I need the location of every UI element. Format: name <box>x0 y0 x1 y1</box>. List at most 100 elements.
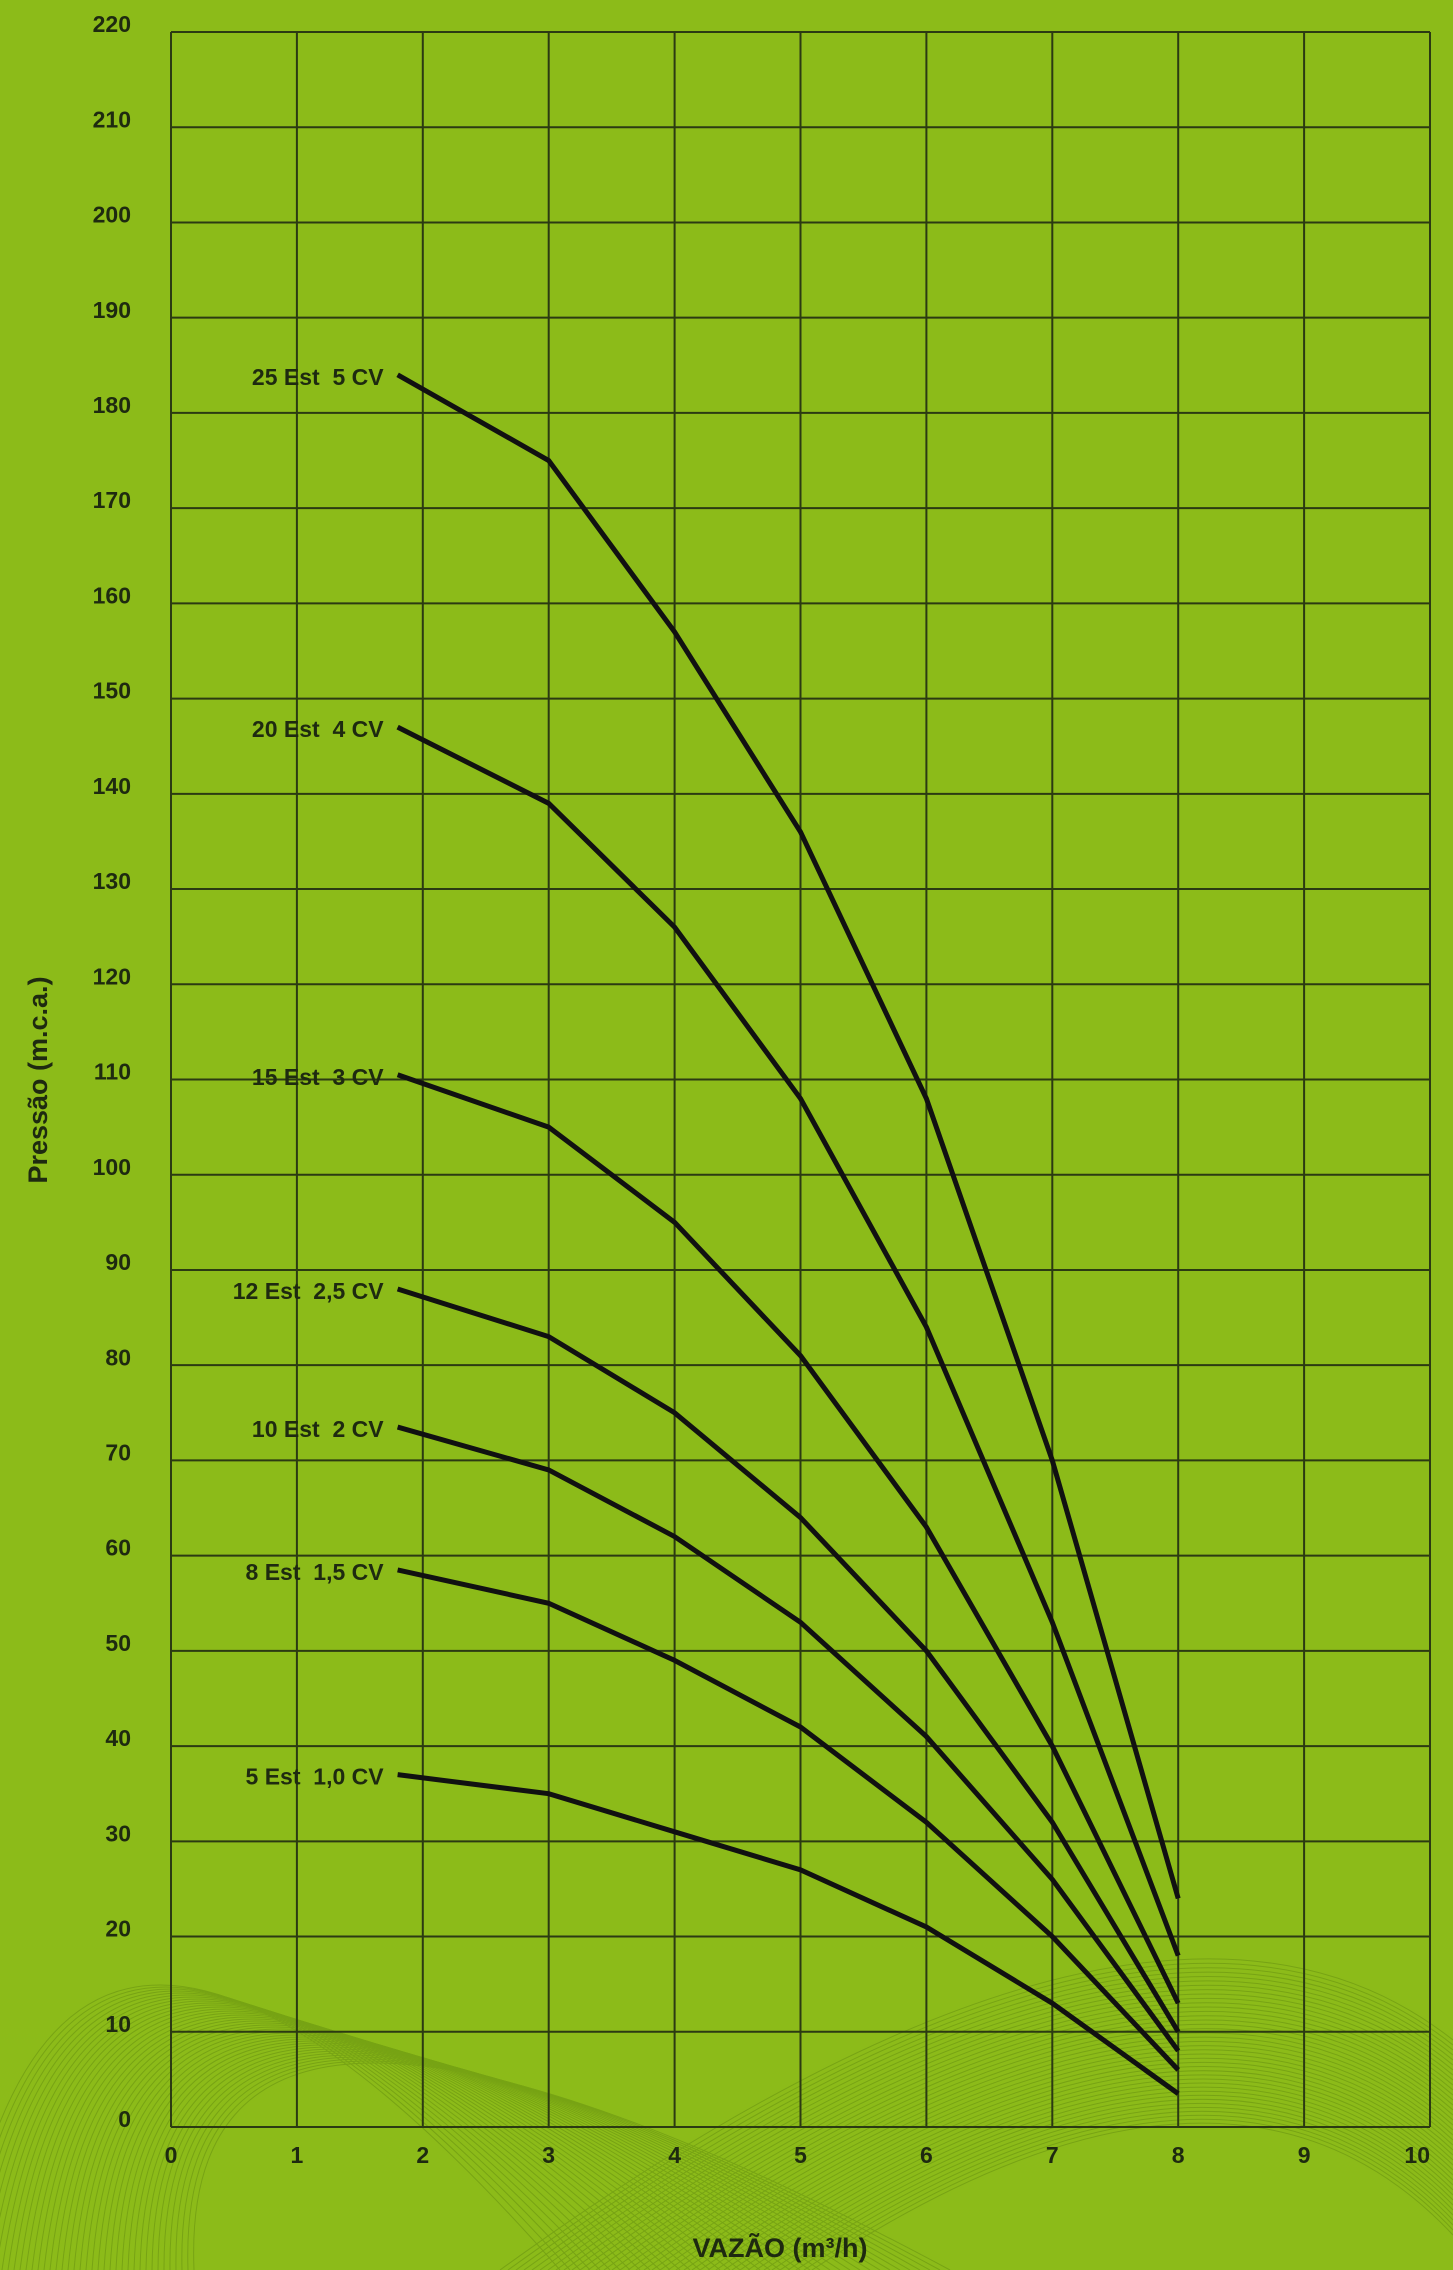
y-tick-label: 120 <box>93 963 131 989</box>
decor-line <box>0 1994 611 2270</box>
decor-line <box>169 2054 911 2270</box>
decor-line <box>133 2042 851 2270</box>
decor-line <box>771 2102 1453 2270</box>
decor-line <box>91 2028 781 2270</box>
x-axis-title: VAZÃO (m³/h) <box>693 2232 868 2263</box>
y-tick-label: 0 <box>118 2106 131 2132</box>
decor-line <box>611 2019 1453 2270</box>
y-tick-label: 130 <box>93 868 131 894</box>
decor-line <box>139 2044 861 2270</box>
decor-line <box>127 2040 841 2270</box>
decor-line <box>595 2010 1453 2270</box>
decor-line <box>643 2036 1453 2270</box>
decor-line <box>587 2006 1453 2270</box>
x-tick-label: 3 <box>542 2142 555 2168</box>
decor-line <box>103 2032 801 2270</box>
y-axis-title: Pressão (m.c.a.) <box>23 976 53 1183</box>
series-line <box>396 1072 1181 2005</box>
decor-line <box>627 2028 1453 2270</box>
series-line <box>396 1286 1181 2034</box>
decor-line <box>523 1971 1453 2270</box>
decor-line <box>619 2023 1453 2270</box>
y-tick-label: 160 <box>93 582 131 608</box>
decor-line <box>37 2010 691 2270</box>
decor-line <box>151 2048 881 2270</box>
decor-line <box>163 2052 901 2270</box>
y-tick-label: 210 <box>93 106 131 132</box>
series-label: 25 Est 5 CV <box>252 364 384 390</box>
decor-line <box>0 1986 571 2270</box>
decor-line <box>19 2004 661 2270</box>
decor-line <box>547 1984 1453 2270</box>
decor-line <box>1 1998 631 2270</box>
y-tick-label: 170 <box>93 487 131 513</box>
decor-line <box>603 2015 1453 2270</box>
decor-line <box>539 1980 1453 2270</box>
decor-line <box>73 2022 751 2270</box>
decor-line <box>13 2002 651 2270</box>
decor-line <box>747 2090 1453 2270</box>
y-tick-label: 180 <box>93 392 131 418</box>
y-tick-label: 110 <box>94 1059 131 1085</box>
y-tick-label: 190 <box>93 297 131 323</box>
decor-line <box>0 1990 591 2270</box>
decor-line <box>763 2098 1453 2270</box>
y-tick-label: 50 <box>105 1630 131 1656</box>
x-tick-label: 6 <box>920 2142 933 2168</box>
decor-line <box>507 1962 1453 2270</box>
decor-line <box>707 2070 1453 2270</box>
series-line <box>396 724 1181 1957</box>
decor-line <box>187 2060 941 2270</box>
decor-line <box>0 1992 601 2270</box>
decor-line <box>755 2094 1453 2270</box>
decor-line <box>157 2050 891 2270</box>
series-line <box>397 1772 1180 2096</box>
decor-line <box>723 2078 1453 2270</box>
decor-line <box>555 1989 1453 2270</box>
decor-line <box>531 1976 1453 2270</box>
decor-line <box>31 2008 681 2270</box>
decor-line <box>43 2012 701 2270</box>
decor-line <box>739 2086 1453 2270</box>
series-label: 8 Est 1,5 CV <box>246 1559 385 1585</box>
decor-line <box>61 2018 731 2270</box>
series-label: 12 Est 2,5 CV <box>233 1278 385 1304</box>
x-tick-label: 7 <box>1046 2142 1059 2168</box>
decor-line <box>55 2016 721 2270</box>
decor-line <box>715 2074 1453 2270</box>
y-tick-label: 220 <box>93 11 131 37</box>
x-tick-label: 0 <box>165 2142 178 2168</box>
series-label: 5 Est 1,0 CV <box>246 1764 385 1790</box>
decor-line <box>499 1958 1453 2270</box>
y-tick-label: 90 <box>105 1249 131 1275</box>
y-tick-label: 40 <box>105 1725 131 1751</box>
decor-line <box>779 2106 1453 2270</box>
decor-line <box>571 1997 1453 2270</box>
decor-line <box>79 2024 761 2270</box>
decoration <box>0 1958 1453 2270</box>
decor-line <box>85 2026 771 2270</box>
decor-line <box>579 2002 1453 2270</box>
decor-line <box>121 2038 831 2270</box>
decor-line <box>49 2014 711 2270</box>
series-label: 20 Est 4 CV <box>252 716 384 742</box>
y-tick-label: 150 <box>93 678 131 704</box>
decor-line <box>563 1993 1453 2270</box>
x-tick-label: 4 <box>668 2142 681 2168</box>
series-label: 15 Est 3 CV <box>252 1064 384 1090</box>
series-line <box>396 1424 1181 2053</box>
decor-line <box>181 2058 931 2270</box>
decor-line <box>7 2000 641 2270</box>
y-tick-label: 100 <box>93 1154 131 1180</box>
y-tick-label: 70 <box>105 1439 131 1465</box>
decor-line <box>635 2032 1453 2270</box>
decor-line <box>0 1996 621 2270</box>
x-tick-label: 9 <box>1298 2142 1311 2168</box>
decor-line <box>811 2122 1453 2270</box>
y-tick-label: 20 <box>105 1916 131 1942</box>
decor-line <box>691 2061 1453 2270</box>
x-tick-label: 8 <box>1172 2142 1185 2168</box>
decor-line <box>67 2020 741 2270</box>
